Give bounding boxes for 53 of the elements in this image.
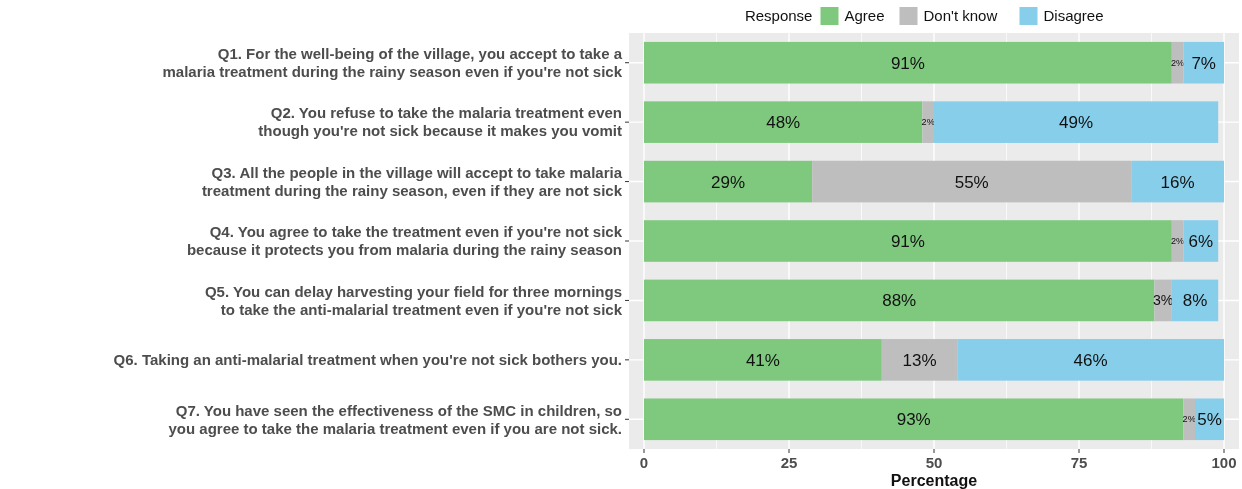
bar [1183,41,1224,84]
bar [644,160,813,203]
x-axis-title: Percentage [890,472,978,489]
data-label: 16% [1160,172,1195,192]
x-tick-label: 25 [780,454,798,471]
bar [644,41,1172,84]
x-tick-label: 100 [1211,454,1237,471]
data-label: 41% [745,350,780,370]
data-label: 55% [954,172,989,192]
bar [644,398,1184,441]
legend-label: Disagree [1043,7,1104,25]
y-tick-label: Q7. You have seen the effectiveness of the SMC in children, so you agree to take the malaria treatment even if you are not sick. [168,401,622,437]
y-tick-label: Q4. You agree to take the treatment even if you're not sick because it protects you from malaria during the rainy season [186,223,623,259]
data-label: 2% [1171,236,1185,247]
y-tick-label: Q3. All the people in the village will accept to take malaria treatment during the rainy season, even if they are not sick [201,163,623,199]
data-label: 7% [1191,53,1216,73]
bar [1131,160,1224,203]
bar [1183,398,1195,441]
data-label: 5% [1197,410,1222,430]
x-tick-label: 75 [1070,454,1088,471]
bar [812,160,1132,203]
legend-label: Don't know [923,7,998,25]
data-label: 6% [1188,231,1214,251]
bar [644,279,1155,322]
data-label: 29% [711,172,746,192]
y-tick-label: Q5. You can delay harvesting your field for three mornings to take the anti-malarial treatment even if you're not sick [204,282,623,318]
bar [957,339,1224,381]
data-label: 2% [921,117,935,128]
bar [644,220,1172,262]
bar [922,101,934,143]
y-tick-label: Q2. You refuse to take the malaria treatment even though you're not sick because it makes you vomit [258,104,622,140]
data-label: 3% [1152,292,1174,309]
data-label: 93% [896,410,931,430]
data-label: 48% [766,113,801,133]
data-label: 13% [902,350,937,370]
data-label: 8% [1182,291,1208,311]
data-label: 49% [1059,113,1094,133]
x-tick-label: 50 [925,454,943,471]
bar [644,339,882,381]
y-tick-label: Q6. Taking an anti-malarial treatment when you're not sick bothers you. [113,351,622,369]
data-label: 91% [890,231,925,251]
legend-label: Agree [844,7,885,25]
data-label: 88% [882,291,917,311]
x-tick-label: 0 [639,454,649,471]
data-label: 2% [1171,57,1185,68]
data-label: 91% [890,53,925,73]
bar [644,101,923,143]
bar [934,101,1219,143]
data-label: 2% [1182,414,1196,425]
bar [881,339,958,381]
data-label: 46% [1073,350,1108,370]
y-tick-label: Q1. For the well-being of the village, you accept to take a malaria treatment during the rainy season even if you're not sick [162,44,623,80]
legend-title: Response [744,7,813,25]
